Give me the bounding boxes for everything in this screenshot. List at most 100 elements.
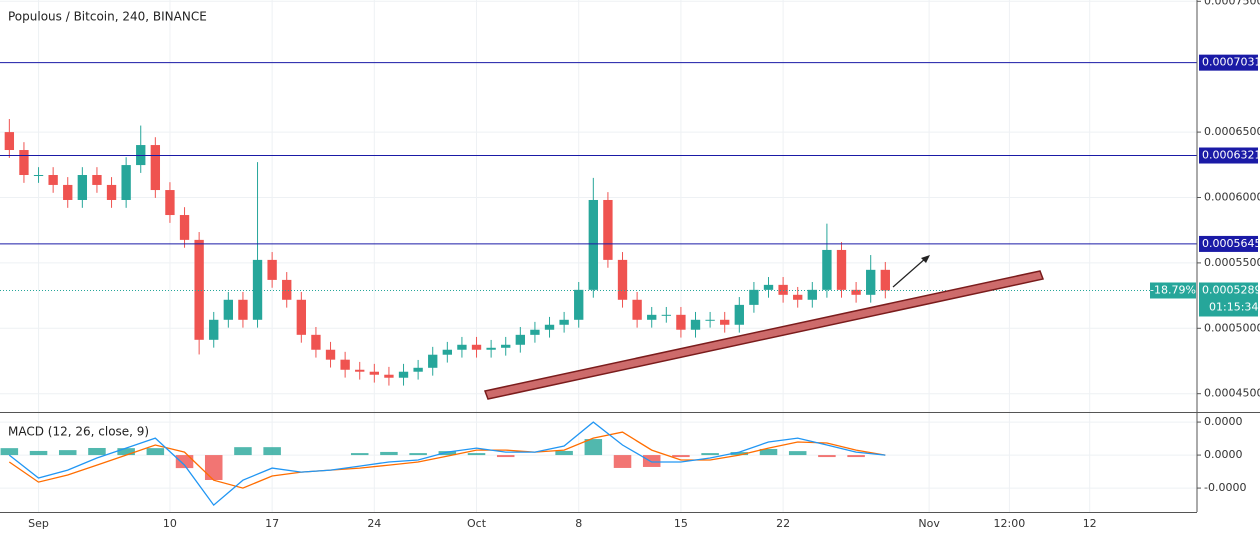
candle-body xyxy=(647,314,657,320)
candle-body xyxy=(369,371,379,375)
histogram-bar xyxy=(642,455,661,467)
histogram-bar xyxy=(818,455,836,458)
candle-body xyxy=(165,190,175,216)
histogram-bar xyxy=(146,448,165,456)
y-tick-label: 0.0000 xyxy=(1204,415,1243,428)
candle-body xyxy=(19,150,29,176)
histogram-bar xyxy=(350,453,369,456)
candle-body xyxy=(501,344,511,348)
y-tick-label: 0.0004500 xyxy=(1204,387,1260,400)
level-label-box xyxy=(1199,147,1258,164)
candle-body xyxy=(48,175,58,185)
x-tick-label: 22 xyxy=(776,517,790,530)
candle-body xyxy=(63,184,73,200)
candle-body xyxy=(544,324,555,330)
histogram-bar xyxy=(438,451,457,456)
candle-body xyxy=(223,299,234,320)
candle-body xyxy=(807,289,817,300)
candle-body xyxy=(209,319,219,340)
candle-body xyxy=(457,344,467,350)
histogram-bar xyxy=(701,453,719,456)
marks xyxy=(0,62,1197,507)
histogram-bar xyxy=(88,447,106,456)
candle-body xyxy=(574,289,584,320)
histogram-bar xyxy=(380,451,398,456)
change-label: -18.79% xyxy=(1150,283,1196,296)
grid xyxy=(0,0,1197,512)
candle-body xyxy=(355,369,365,372)
histogram-bar xyxy=(496,455,515,458)
candle-body xyxy=(632,299,642,320)
last-price-box xyxy=(1199,282,1258,317)
arrow-head xyxy=(921,255,930,263)
candle-body xyxy=(267,259,277,280)
macd-line xyxy=(8,421,886,507)
histogram-bar xyxy=(0,448,19,456)
last-price-label: 0.0005289 xyxy=(1202,283,1260,296)
y-tick-label: 0.0000 xyxy=(1204,448,1243,461)
y-tick-label: 0.0006500 xyxy=(1204,125,1260,138)
x-tick-label: Sep xyxy=(28,517,49,530)
histogram-bar xyxy=(467,453,486,456)
candle-body xyxy=(77,175,88,200)
candle-body xyxy=(880,269,890,291)
histogram-bar xyxy=(730,452,749,456)
candle-body xyxy=(763,284,774,290)
countdown: 01:15:34 xyxy=(1209,300,1258,313)
candle-body xyxy=(603,199,613,260)
macd-title: MACD (12, 26, close, 9) xyxy=(8,425,149,439)
candle-body xyxy=(661,314,671,316)
candle-body xyxy=(252,259,263,320)
candle-body xyxy=(179,215,190,240)
candle-body xyxy=(588,199,598,290)
candle-body xyxy=(384,374,394,378)
y-tick-label: 0.0007500 xyxy=(1204,0,1260,7)
change-box xyxy=(1150,282,1196,299)
level-label: 0.0007031 xyxy=(1202,56,1260,69)
histogram-bar xyxy=(409,453,427,456)
candle-body xyxy=(150,145,161,191)
candle-body xyxy=(836,249,847,290)
candle-body xyxy=(690,319,701,330)
chart-title: Populous / Bitcoin, 240, BINANCE xyxy=(8,10,207,24)
candle-body xyxy=(428,354,438,368)
candle-body xyxy=(4,132,15,151)
candle-body xyxy=(617,259,628,300)
candle-body xyxy=(778,284,788,295)
level-label: 0.0005645 xyxy=(1202,237,1260,250)
candle-body xyxy=(734,304,744,325)
histogram-bar xyxy=(613,455,632,468)
level-label: 0.0006321 xyxy=(1202,149,1260,162)
trend-line xyxy=(483,270,1045,400)
candle-body xyxy=(559,319,569,325)
x-tick-label: Nov xyxy=(918,517,940,530)
x-tick-label: 24 xyxy=(367,517,381,530)
histogram-bar xyxy=(788,451,807,456)
candle-body xyxy=(92,175,102,185)
x-tick-label: 12:00 xyxy=(994,517,1026,530)
x-tick-label: 17 xyxy=(265,517,279,530)
histogram-bar xyxy=(58,450,77,456)
signal-line xyxy=(8,431,886,489)
candle-body xyxy=(749,289,759,305)
histogram-bar xyxy=(584,439,603,456)
candle-body xyxy=(325,349,336,360)
candle-body xyxy=(413,367,423,372)
histogram-bar xyxy=(847,455,865,458)
candle-body xyxy=(530,329,540,335)
candle-body xyxy=(866,269,876,295)
arrow xyxy=(892,257,927,288)
candle-body xyxy=(282,279,292,300)
y-tick-label: -0.0000 xyxy=(1204,481,1246,494)
histogram-bar xyxy=(555,450,573,456)
histogram-bar xyxy=(263,447,281,456)
histogram-bar xyxy=(672,455,690,458)
candle-body xyxy=(822,249,832,290)
histogram-bar xyxy=(204,455,223,480)
candle-body xyxy=(238,299,248,320)
candle-body xyxy=(194,239,204,340)
labels: Sep 10 17 24 Oct 8 15 22 Nov 12:00 12 0.0004500 0.00… xyxy=(28,0,1260,530)
histogram-bar xyxy=(29,450,48,456)
candle-body xyxy=(720,319,730,325)
